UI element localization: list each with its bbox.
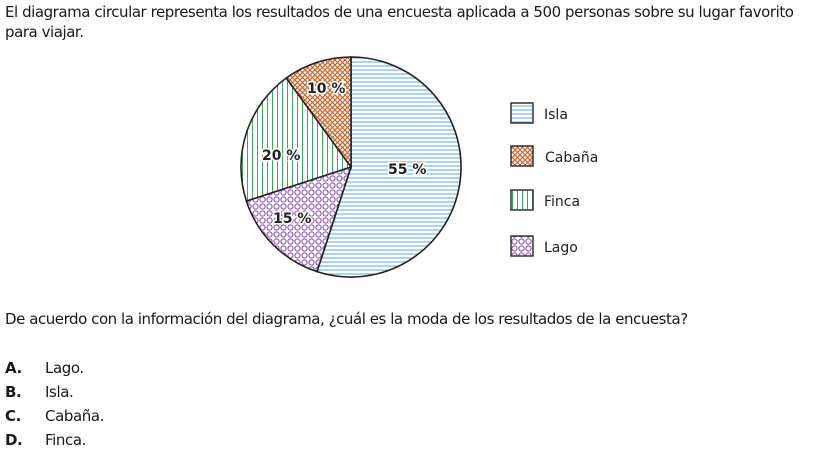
label-isla: 55 %	[388, 162, 426, 178]
slice-isla	[315, 56, 462, 278]
slice-cabana	[285, 56, 352, 170]
legend: Isla Cabaña Finca Lago	[510, 102, 598, 257]
legend-label-finca: Finca	[544, 194, 580, 210]
option-text: Cabaña.	[45, 407, 105, 425]
option-letter: C.	[5, 407, 21, 425]
legend-label-cabana: Cabaña	[545, 150, 598, 166]
label-cabana: 10 %	[307, 81, 345, 97]
legend-swatch-lago	[510, 235, 534, 257]
answer-options: A. Lago. B. Isla. C. Cabaña. D. Finca.	[5, 356, 104, 452]
option-d[interactable]: D. Finca.	[5, 428, 104, 452]
label-lago: 15 %	[273, 211, 311, 227]
legend-swatch-isla	[510, 102, 534, 124]
legend-label-isla: Isla	[544, 107, 568, 123]
option-letter: B.	[5, 383, 22, 401]
option-text: Lago.	[45, 359, 84, 377]
option-b[interactable]: B. Isla.	[5, 380, 104, 404]
legend-swatch-finca	[510, 189, 534, 211]
option-text: Isla.	[45, 383, 74, 401]
legend-label-lago: Lago	[544, 240, 578, 256]
option-text: Finca.	[45, 431, 87, 449]
question-text: De acuerdo con la información del diagra…	[5, 310, 688, 328]
option-letter: A.	[5, 359, 22, 377]
intro-text: El diagrama circular representa los resu…	[5, 3, 794, 41]
pie-chart: 55 % 15 % 20 % 10 % Isla Cabaña Finca La…	[240, 56, 598, 278]
legend-swatch-cabana	[510, 145, 534, 167]
label-finca: 20 %	[262, 148, 300, 164]
option-c[interactable]: C. Cabaña.	[5, 404, 104, 428]
slice-finca	[240, 76, 353, 203]
option-a[interactable]: A. Lago.	[5, 356, 104, 380]
option-letter: D.	[5, 431, 23, 449]
